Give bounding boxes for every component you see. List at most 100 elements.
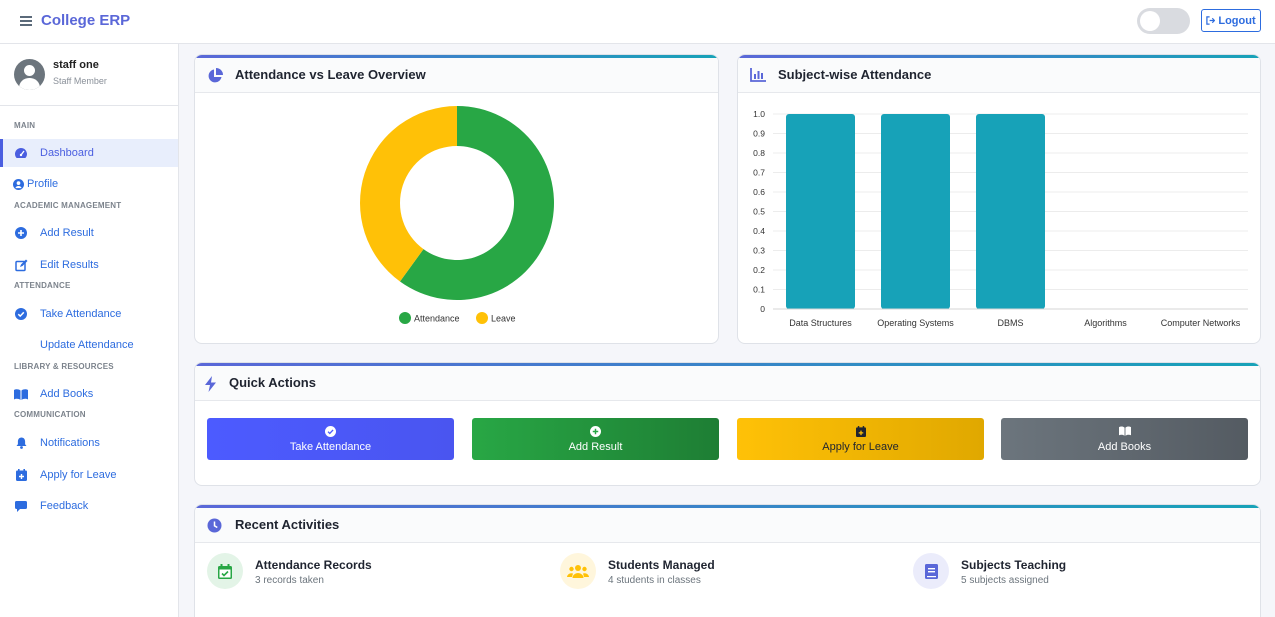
sidebar-item-label: Add Books: [40, 388, 94, 400]
legend-label-leave: Leave: [491, 314, 516, 324]
bolt-icon: [205, 376, 221, 392]
sidebar-item-update-attendance[interactable]: Update Attendance: [0, 331, 178, 359]
sidebar-item-feedback[interactable]: Feedback: [0, 492, 178, 520]
legend-swatch-leave: [476, 312, 488, 324]
quick-add-result-button[interactable]: Add Result: [472, 418, 719, 460]
quick-take-attendance-button[interactable]: Take Attendance: [207, 418, 454, 460]
bell-icon: [14, 436, 28, 450]
button-label: Take Attendance: [289, 441, 372, 453]
card-title: Quick Actions: [229, 375, 316, 390]
bar-chart-icon: [750, 68, 766, 84]
card-header: Quick Actions: [195, 366, 1260, 401]
activity-title: Students Managed: [608, 558, 715, 572]
logout-button[interactable]: Logout: [1201, 9, 1261, 32]
section-attendance: ATTENDANCE: [14, 281, 71, 290]
section-communication: COMMUNICATION: [14, 410, 86, 419]
sidebar-item-take-attendance[interactable]: Take Attendance: [0, 300, 178, 328]
sidebar-item-dashboard[interactable]: Dashboard: [0, 139, 178, 167]
sidebar: staff one Staff Member MAIN Dashboard Pr…: [0, 44, 179, 617]
edit-icon: [14, 258, 28, 272]
recent-activities-card: Recent Activities Attendance Records 3 r…: [194, 504, 1261, 617]
button-label: Add Books: [1097, 441, 1152, 453]
card-header: Recent Activities: [195, 508, 1260, 543]
sidebar-item-add-books[interactable]: Add Books: [0, 380, 178, 408]
quick-apply-leave-button[interactable]: Apply for Leave: [737, 418, 984, 460]
user-panel: staff one Staff Member: [0, 44, 178, 106]
y-tick-label: 0.4: [753, 226, 765, 236]
y-tick-label: 0.9: [753, 129, 765, 139]
section-library: LIBRARY & RESOURCES: [14, 362, 114, 371]
sidebar-item-label: Update Attendance: [40, 339, 134, 351]
attendance-leave-card: Attendance vs Leave Overview Attendance L…: [194, 54, 719, 344]
y-tick-label: 1.0: [753, 109, 765, 119]
top-bar: College ERP Logout: [0, 0, 1275, 44]
y-tick-label: 0.3: [753, 246, 765, 256]
bar-chart: 0 0.1 0.2 0.3 0.4 0.5 0.6 0.7 0.8 0.9 1.0 Data Stru…: [753, 109, 1248, 328]
sidebar-item-profile[interactable]: Profile: [0, 170, 178, 198]
card-title: Attendance vs Leave Overview: [235, 67, 426, 82]
app-title[interactable]: College ERP: [41, 12, 131, 29]
avatar: [14, 59, 45, 90]
comment-icon: [14, 499, 28, 513]
card-header: Attendance vs Leave Overview: [195, 58, 718, 93]
activity-subtitle: 5 subjects assigned: [961, 575, 1049, 586]
theme-toggle[interactable]: [1137, 8, 1190, 34]
sidebar-item-apply-leave[interactable]: Apply for Leave: [0, 461, 178, 489]
button-label: Apply for Leave: [822, 441, 899, 453]
sidebar-item-label: Notifications: [40, 437, 100, 449]
sidebar-item-notifications[interactable]: Notifications: [0, 429, 178, 457]
bar-dbms[interactable]: [976, 114, 1045, 309]
x-tick-label: Operating Systems: [877, 318, 954, 328]
x-tick-label: Computer Networks: [1161, 318, 1241, 328]
quick-add-books-button[interactable]: Add Books: [1001, 418, 1248, 460]
section-academic: ACADEMIC MANAGEMENT: [14, 201, 122, 210]
book-open-icon: [14, 387, 28, 401]
y-tick-label: 0.6: [753, 187, 765, 197]
sidebar-item-label: Edit Results: [40, 259, 99, 271]
y-tick-label: 0.5: [753, 207, 765, 217]
calendar-check-icon: [207, 553, 243, 589]
activity-subtitle: 3 records taken: [255, 575, 324, 586]
clock-icon: [207, 518, 223, 534]
y-tick-label: 0.1: [753, 285, 765, 295]
legend-swatch-attendance: [399, 312, 411, 324]
check-circle-icon: [14, 307, 28, 321]
book-open-icon: [1118, 425, 1131, 437]
subject-attendance-card: Subject-wise Attendance 0 0.1 0.2 0.3 0.4 0.5…: [737, 54, 1261, 344]
sidebar-item-label: Profile: [27, 178, 59, 190]
gauge-icon: [14, 146, 28, 160]
calendar-plus-icon: [855, 425, 867, 437]
sidebar-item-edit-results[interactable]: Edit Results: [0, 251, 178, 279]
user-circle-icon: [12, 177, 24, 191]
check-circle-icon: [325, 425, 337, 437]
plus-circle-icon: [14, 226, 28, 240]
y-tick-label: 0: [760, 304, 765, 314]
pie-chart-icon: [207, 68, 223, 84]
menu-icon[interactable]: [20, 16, 32, 26]
donut-chart: Attendance Leave: [360, 106, 554, 324]
x-tick-label: Data Structures: [789, 318, 852, 328]
card-title: Subject-wise Attendance: [778, 67, 932, 82]
sign-out-icon: [1206, 16, 1216, 25]
sidebar-item-label: Apply for Leave: [40, 469, 117, 481]
bar-data-structures[interactable]: [786, 114, 855, 309]
quick-actions-card: Quick Actions Take Attendance Add Result…: [194, 362, 1261, 486]
sidebar-item-label: Feedback: [40, 500, 89, 512]
calendar-plus-icon: [14, 468, 28, 482]
button-label: Add Result: [568, 441, 623, 453]
bar-operating-systems[interactable]: [881, 114, 950, 309]
plus-circle-icon: [590, 425, 602, 437]
y-tick-label: 0.7: [753, 168, 765, 178]
sidebar-item-add-result[interactable]: Add Result: [0, 219, 178, 247]
user-name: staff one: [53, 59, 99, 71]
card-title: Recent Activities: [235, 517, 340, 532]
book-icon: [913, 553, 949, 589]
sidebar-item-label: Take Attendance: [40, 308, 122, 320]
donut-slice-leave[interactable]: [360, 106, 457, 282]
donut-slice-attendance[interactable]: [399, 106, 554, 300]
y-tick-label: 0.2: [753, 265, 765, 275]
legend-label-attendance: Attendance: [414, 314, 460, 324]
sidebar-item-label: Add Result: [40, 227, 94, 239]
sidebar-item-label: Dashboard: [40, 147, 94, 159]
logout-label: Logout: [1218, 14, 1256, 27]
